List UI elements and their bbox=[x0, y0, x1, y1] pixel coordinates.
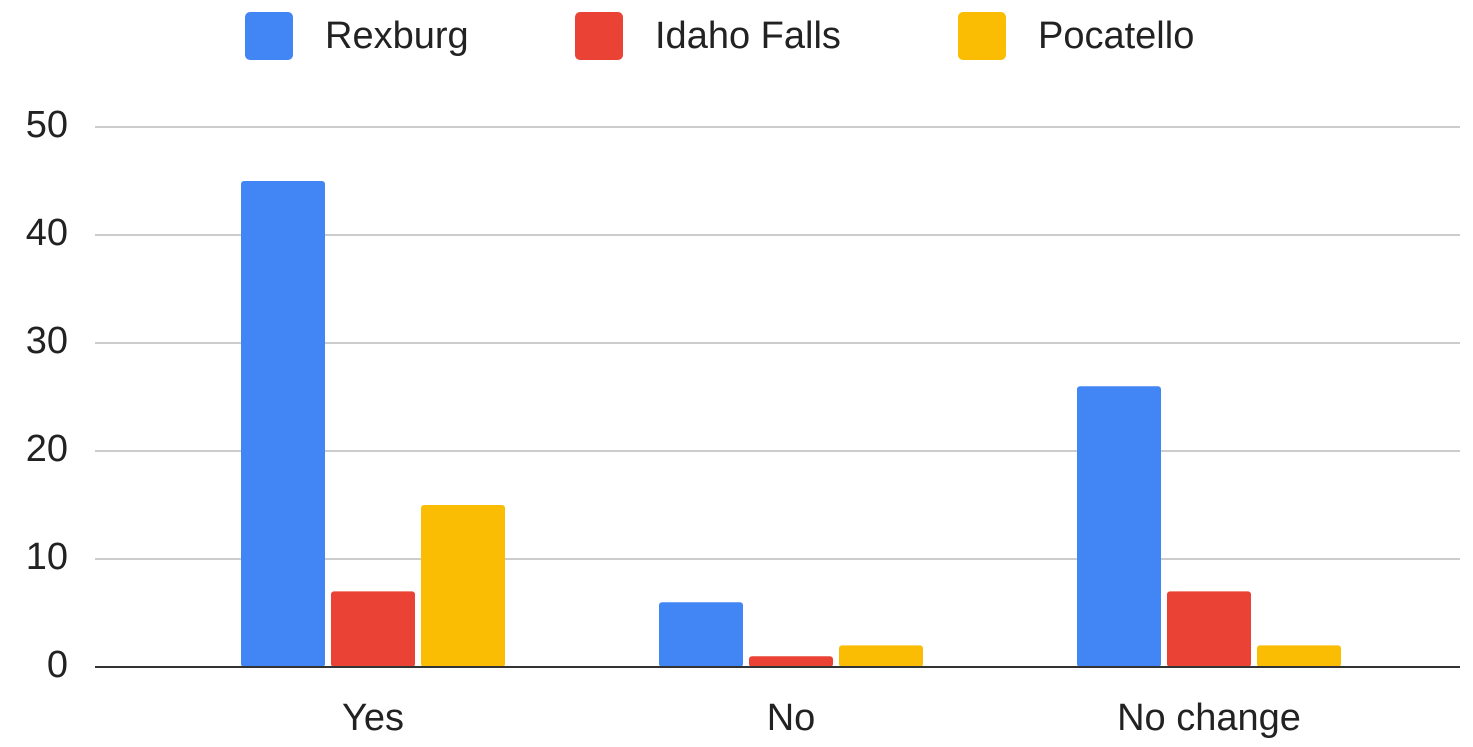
legend-swatch bbox=[245, 12, 293, 60]
legend-label: Pocatello bbox=[1038, 15, 1194, 57]
bar bbox=[331, 591, 415, 667]
legend-label: Idaho Falls bbox=[655, 15, 841, 57]
y-tick-label: 20 bbox=[26, 428, 68, 470]
bar bbox=[659, 602, 743, 667]
bar bbox=[241, 181, 325, 667]
bar bbox=[749, 656, 833, 667]
legend-swatch bbox=[958, 12, 1006, 60]
bar bbox=[1167, 591, 1251, 667]
bar bbox=[1257, 645, 1341, 667]
legend-swatch bbox=[575, 12, 623, 60]
bar bbox=[839, 645, 923, 667]
y-tick-label: 30 bbox=[26, 320, 68, 362]
y-tick-label: 40 bbox=[26, 212, 68, 254]
bar bbox=[1077, 386, 1161, 667]
bar bbox=[421, 505, 505, 667]
x-tick-label: Yes bbox=[342, 697, 404, 739]
y-tick-label: 0 bbox=[47, 644, 68, 686]
x-tick-label: No bbox=[767, 697, 816, 739]
y-tick-label: 50 bbox=[26, 104, 68, 146]
legend-label: Rexburg bbox=[325, 15, 469, 57]
y-tick-label: 10 bbox=[26, 536, 68, 578]
x-tick-label: No change bbox=[1117, 697, 1301, 739]
